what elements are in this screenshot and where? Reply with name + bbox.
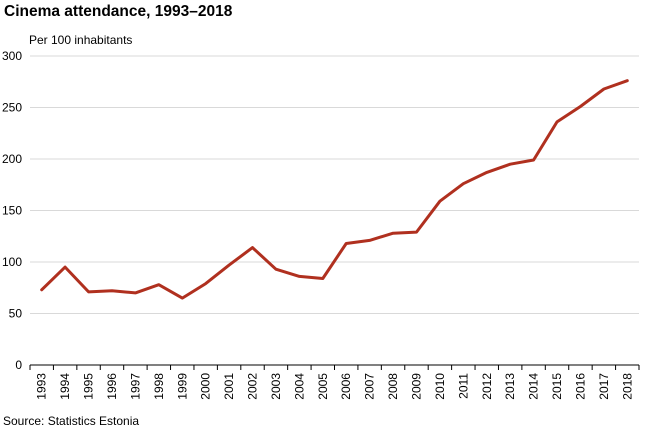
y-tick-label-150: 150 — [2, 204, 22, 218]
x-tick-label-2004: 2004 — [292, 373, 306, 400]
x-tick-label-2018: 2018 — [620, 373, 634, 400]
x-tick-label-2003: 2003 — [269, 373, 283, 400]
y-tick-label-250: 250 — [2, 101, 22, 115]
y-tick-label-50: 50 — [9, 307, 23, 321]
x-tick-label-2015: 2015 — [550, 373, 564, 400]
x-tick-label-1997: 1997 — [128, 373, 142, 400]
y-tick-label-0: 0 — [15, 358, 22, 372]
x-axis — [29, 364, 640, 370]
y-axis-unit-label: Per 100 inhabitants — [29, 33, 133, 47]
x-tick-label-2001: 2001 — [222, 373, 236, 400]
x-tick-label-2005: 2005 — [316, 373, 330, 400]
x-tick-label-2000: 2000 — [199, 373, 213, 400]
x-tick-label-2002: 2002 — [246, 373, 260, 400]
source-note: Source: Statistics Estonia — [3, 414, 140, 428]
gridlines — [30, 55, 639, 314]
x-tick-label-2014: 2014 — [527, 373, 541, 400]
x-tick-label-2012: 2012 — [480, 373, 494, 400]
x-tick-label-2009: 2009 — [409, 373, 423, 400]
series-lines — [40, 79, 629, 300]
x-tick-label-2008: 2008 — [386, 373, 400, 400]
x-tick-label-1998: 1998 — [152, 373, 166, 400]
x-tick-label-2016: 2016 — [573, 373, 587, 400]
x-tick-label-1993: 1993 — [35, 373, 49, 400]
x-tick-label-1999: 1999 — [175, 373, 189, 400]
x-tick-label-2017: 2017 — [597, 373, 611, 400]
series-line-0 — [40, 79, 629, 300]
x-tick-label-2010: 2010 — [433, 373, 447, 400]
x-tick-label-1995: 1995 — [82, 373, 96, 400]
y-tick-label-200: 200 — [2, 152, 22, 166]
x-tick-labels: 1993 1994 1995 1996 1997 1998 1999 2000 2001 2002… — [35, 373, 635, 400]
y-tick-label-100: 100 — [2, 255, 22, 269]
chart-title: Cinema attendance, 1993–2018 — [4, 3, 233, 20]
x-tick-label-2013: 2013 — [503, 373, 517, 400]
x-tick-label-2006: 2006 — [339, 373, 353, 400]
x-tick-label-2007: 2007 — [363, 373, 377, 400]
x-tick-label-1996: 1996 — [105, 373, 119, 400]
y-tick-label-300: 300 — [2, 49, 22, 63]
y-tick-labels: 0 50 100 150 200 250 300 — [2, 49, 22, 372]
x-tick-label-1994: 1994 — [58, 373, 72, 400]
x-tick-label-2011: 2011 — [456, 373, 470, 399]
